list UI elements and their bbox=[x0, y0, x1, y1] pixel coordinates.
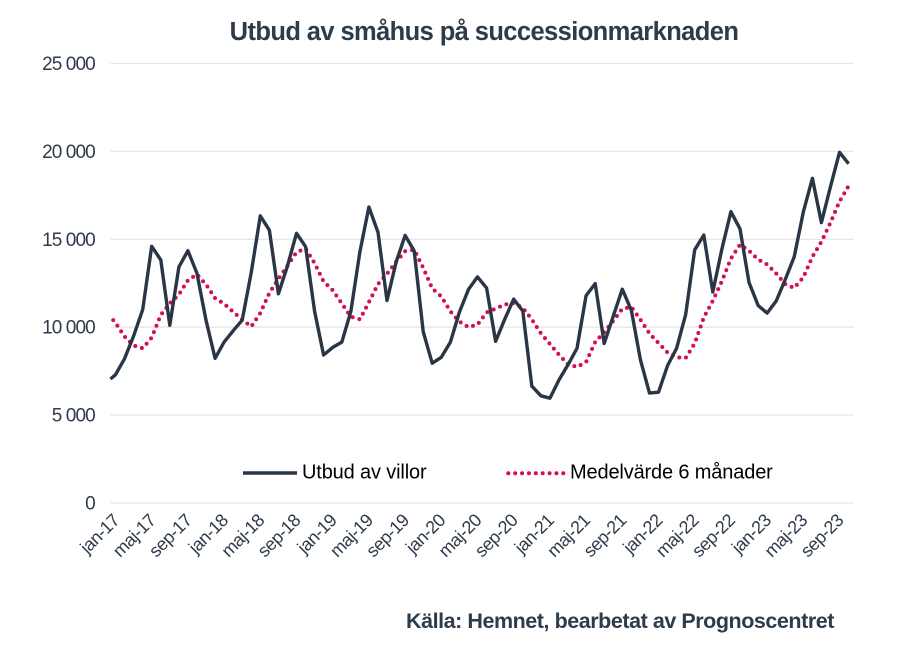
svg-text:25 000: 25 000 bbox=[42, 54, 95, 75]
svg-text:Källa: Hemnet, bearbetat av Pr: Källa: Hemnet, bearbetat av Prognoscentr… bbox=[406, 609, 834, 633]
svg-text:Medelvärde 6 månader: Medelvärde 6 månader bbox=[570, 461, 773, 483]
svg-text:10 000: 10 000 bbox=[42, 318, 95, 339]
svg-text:Utbud av småhus på successionm: Utbud av småhus på successionmarknaden bbox=[230, 18, 739, 46]
svg-text:15 000: 15 000 bbox=[42, 230, 95, 251]
svg-text:20 000: 20 000 bbox=[42, 142, 95, 163]
svg-text:Utbud av villor: Utbud av villor bbox=[302, 461, 427, 483]
svg-text:5 000: 5 000 bbox=[52, 406, 95, 427]
svg-text:0: 0 bbox=[85, 494, 95, 515]
